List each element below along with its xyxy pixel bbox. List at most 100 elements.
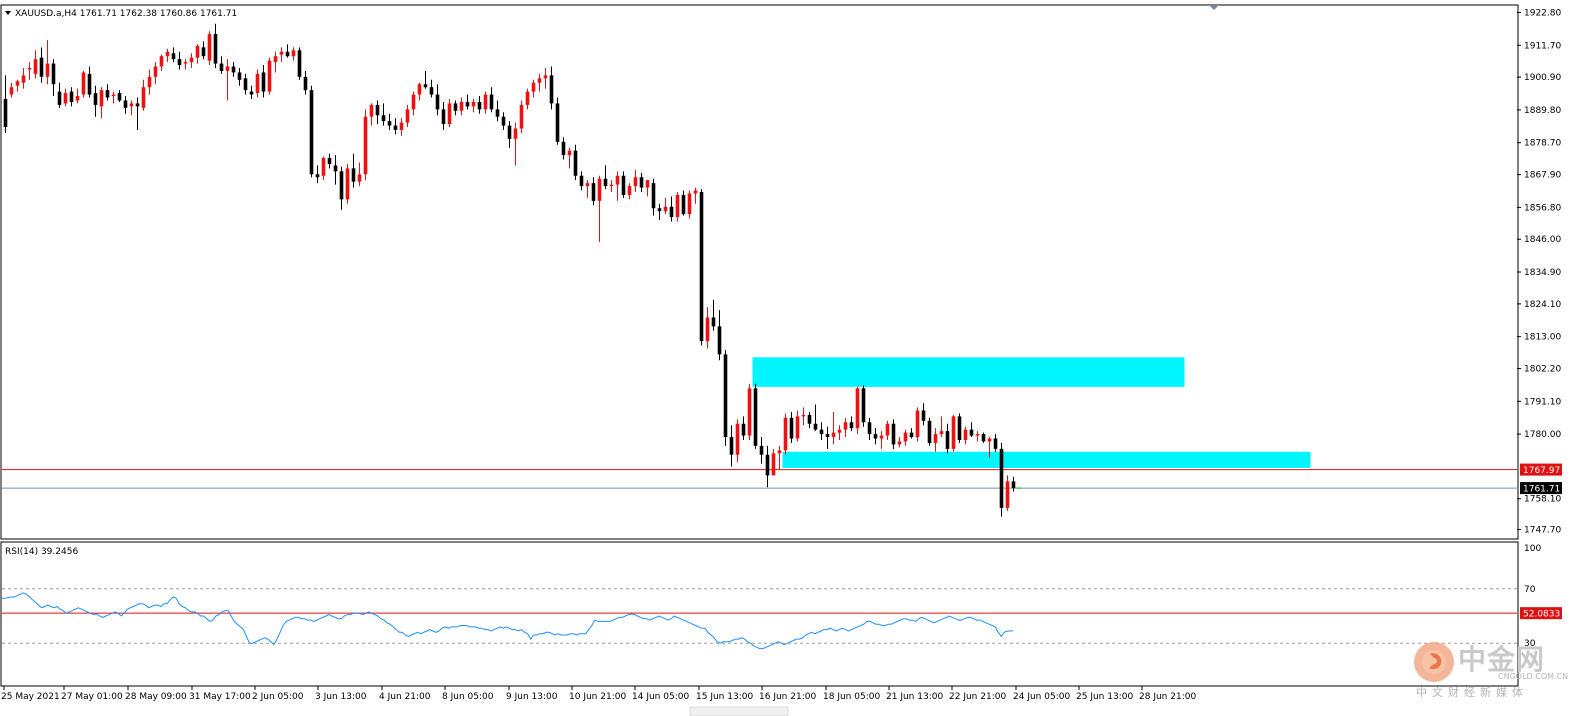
time-tick-label: 9 Jun 13:00 [506,692,558,702]
price-badge-label: 1761.71 [1523,485,1560,495]
bear-candle [507,125,512,139]
bull-candle [645,180,650,188]
time-tick-label: 22 Jun 21:00 [949,692,1006,702]
bear-candle [39,57,44,77]
bear-candle [375,104,380,116]
bear-candle [93,93,98,105]
bull-candle [519,104,524,129]
bull-candle [687,193,692,215]
time-tick-label: 21 Jun 13:00 [886,692,943,702]
bear-candle [453,103,458,111]
bear-candle [429,87,434,95]
bear-candle [603,178,608,187]
bear-candle [825,434,830,438]
bear-candle [435,94,440,110]
bear-candle [621,175,626,195]
bull-candle [879,435,884,439]
bull-candle [345,168,350,200]
bull-candle [843,422,848,430]
time-tick-label: 15 Jun 13:00 [696,692,753,702]
bear-candle [807,414,812,424]
bear-candle [789,417,794,439]
bear-candle [891,423,896,445]
bear-candle [495,109,500,117]
bull-candle [153,66,158,77]
bull-candle [45,63,50,77]
bull-candle [525,91,530,105]
price-panel[interactable] [0,4,1519,540]
bull-candle [987,438,992,442]
bull-candle [273,56,278,63]
chart-shift-marker-icon[interactable] [1209,5,1219,10]
bear-candle [591,183,596,201]
bull-candle [855,388,860,429]
bear-candle [729,437,734,455]
bull-candle [747,388,752,436]
bear-candle [993,438,998,449]
bear-candle [717,326,722,355]
bear-candle [441,109,446,125]
bull-candle [75,96,80,101]
bull-candle [369,104,374,117]
bull-candle [585,183,590,187]
bear-candle [765,454,770,476]
bull-candle [411,94,416,110]
price-tick-label: 1846.00 [1524,235,1561,245]
bull-candle [225,66,230,71]
time-tick-label: 25 Jun 13:00 [1076,692,1133,702]
price-tick-label: 1856.80 [1524,203,1561,213]
bull-candle [615,175,620,185]
bull-candle [933,434,938,443]
bear-candle [723,354,728,438]
bull-candle [537,78,542,83]
bear-candle [1011,481,1016,489]
bear-candle [315,174,320,178]
bull-candle [99,90,104,107]
bull-candle [837,429,842,433]
bull-candle [1005,481,1010,508]
bull-candle [363,116,368,175]
bull-candle [777,450,782,454]
price-tick-label: 1813.00 [1524,333,1561,343]
bull-candle [147,76,152,88]
scroll-tab[interactable] [689,706,789,716]
time-tick-label: 10 Jun 21:00 [569,692,626,702]
bull-candle [705,317,710,342]
bear-candle [123,100,128,108]
bear-candle [819,429,824,435]
bull-candle [81,72,86,95]
bull-candle [27,67,32,70]
bull-candle [513,128,518,139]
bear-candle [135,103,140,107]
price-axis: 1922.80 1911.70 1900.90 1889.80 1878.70 1867.… [1517,8,1561,535]
bear-candle [861,388,866,423]
rsi-label: RSI(14) 39.2456 [5,547,78,557]
bull-candle [195,45,200,58]
price-badge-label: 1767.97 [1523,466,1560,476]
bear-candle [981,434,986,442]
bear-candle [231,66,236,73]
bear-candle [759,445,764,455]
rsi-reference-label: 52.0833 [1523,610,1560,620]
bull-candle [141,87,146,108]
dropdown-triangle-icon[interactable] [5,11,11,15]
cngold-logo-icon [1414,642,1454,682]
bear-candle [945,431,950,449]
bull-candle [159,56,164,67]
bull-candle [459,101,464,111]
price-tick-label: 1889.80 [1524,106,1561,116]
time-tick-label: 14 Jun 05:00 [632,692,689,702]
time-axis: 25 May 2021 27 May 01:00 28 May 09:00 31 Ma… [1,686,1196,702]
horizontal-lines-layer: 1767.97 1761.71 [2,463,1562,495]
bear-candle [201,47,206,57]
bear-candle [303,76,308,91]
bull-candle [801,414,806,417]
bear-candle [549,75,554,104]
rsi-panel[interactable] [0,541,1519,687]
bear-candle [489,94,494,110]
bear-candle [927,420,932,443]
price-tick-label: 1791.10 [1524,397,1561,407]
bear-candle [999,448,1004,508]
time-tick-label: 18 Jun 05:00 [823,692,880,702]
